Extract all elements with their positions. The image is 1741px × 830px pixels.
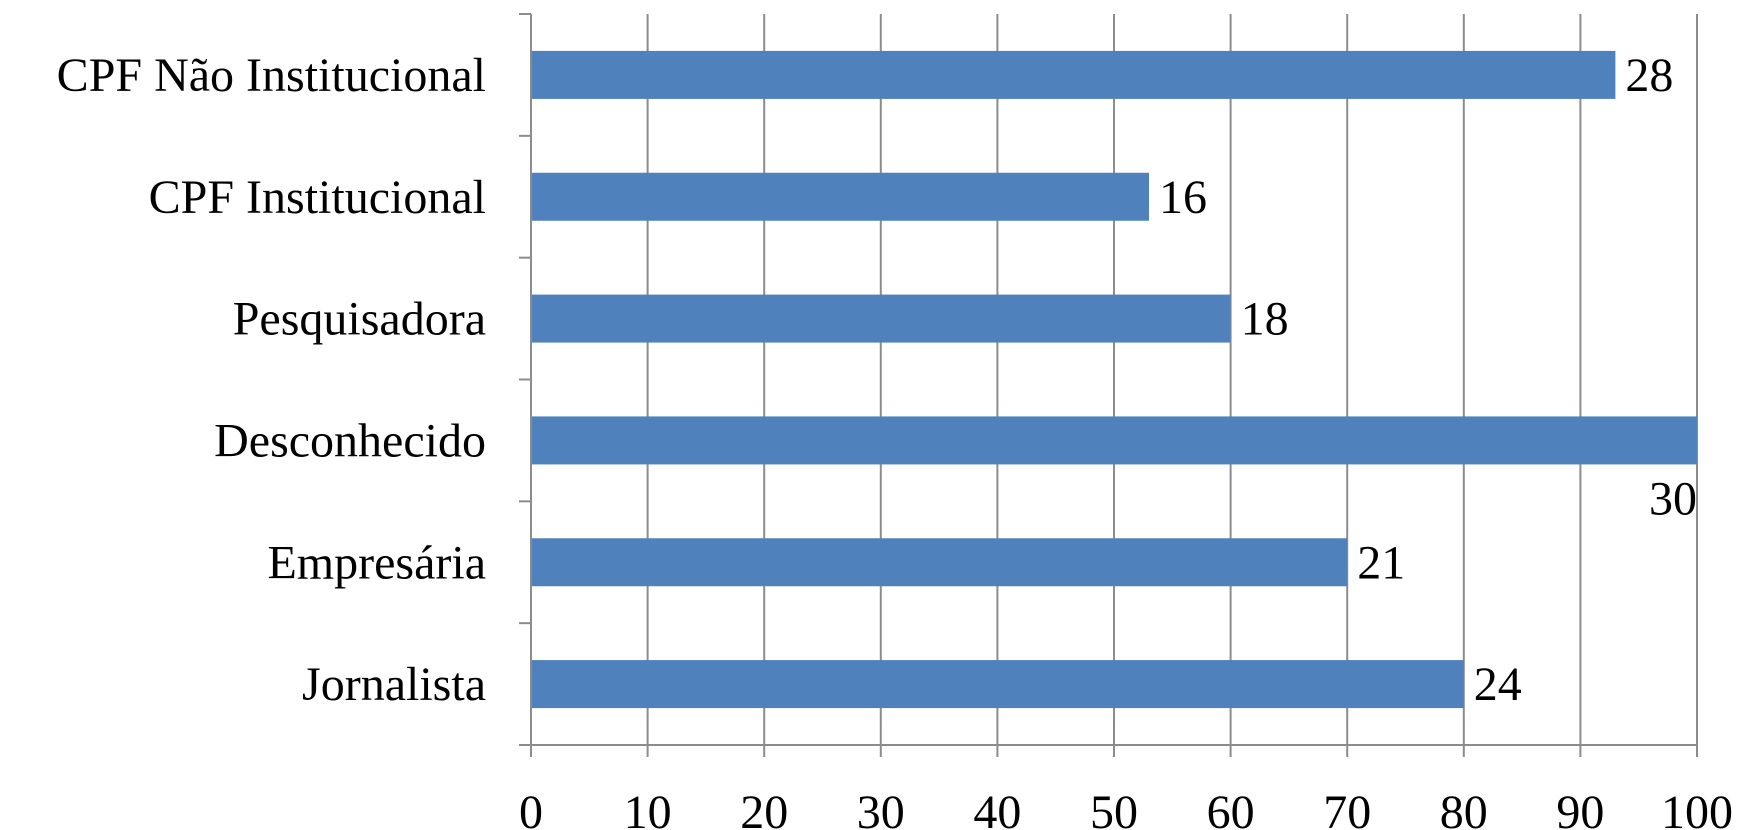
- x-tick-label-70: 70: [1323, 786, 1371, 830]
- data-label-4: 21: [1357, 536, 1405, 589]
- category-label-4: Empresária: [267, 536, 486, 589]
- x-tick-label-0: 0: [519, 786, 543, 830]
- x-tick-label-90: 90: [1556, 786, 1604, 830]
- axes: [519, 13, 1698, 757]
- category-label-0: CPF Não Institucional: [57, 49, 486, 102]
- x-tick-label-30: 30: [857, 786, 905, 830]
- grid: [646, 14, 1698, 745]
- data-labels: 28 16 18 30 21 24: [1159, 49, 1697, 711]
- x-tick-label-60: 60: [1207, 786, 1255, 830]
- x-tick-label-20: 20: [740, 786, 788, 830]
- bar-1: [531, 172, 1149, 221]
- category-labels: CPF Não Institucional CPF Institucional Pe…: [57, 49, 486, 711]
- category-label-3: Desconhecido: [214, 414, 486, 467]
- x-tick-labels: 0 10 20 30 40 50 60 70 80 90 100: [519, 786, 1733, 830]
- x-tick-label-100: 100: [1661, 786, 1733, 830]
- x-tick-label-40: 40: [973, 786, 1021, 830]
- x-tick-label-10: 10: [624, 786, 672, 830]
- bar-2: [531, 294, 1231, 343]
- bar-0: [531, 50, 1616, 99]
- data-label-5: 24: [1474, 658, 1522, 711]
- bars: [531, 50, 1697, 709]
- bar-3: [531, 416, 1697, 465]
- category-label-1: CPF Institucional: [149, 171, 486, 224]
- x-tick-label-80: 80: [1440, 786, 1488, 830]
- bar-5: [531, 660, 1464, 709]
- category-label-5: Jornalista: [302, 658, 486, 711]
- data-label-3: 30: [1649, 472, 1697, 525]
- bar-4: [531, 538, 1348, 587]
- data-label-1: 16: [1159, 171, 1207, 224]
- x-tick-label-50: 50: [1090, 786, 1138, 830]
- category-label-2: Pesquisadora: [233, 293, 486, 346]
- data-label-0: 28: [1625, 49, 1673, 102]
- data-label-2: 18: [1241, 293, 1289, 346]
